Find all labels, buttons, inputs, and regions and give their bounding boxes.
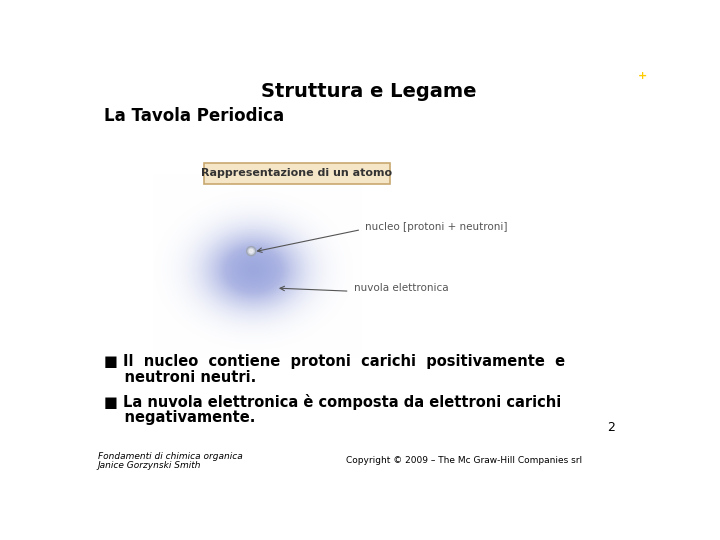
- Circle shape: [248, 248, 254, 254]
- Text: Fondamenti di chimica organica: Fondamenti di chimica organica: [98, 452, 243, 461]
- Text: La Tavola Periodica: La Tavola Periodica: [104, 107, 284, 125]
- Text: Struttura e Legame: Struttura e Legame: [261, 82, 477, 101]
- Text: neutroni neutri.: neutroni neutri.: [104, 370, 256, 384]
- FancyBboxPatch shape: [204, 163, 390, 184]
- Text: +: +: [637, 71, 647, 82]
- Text: nuvola elettronica: nuvola elettronica: [354, 283, 448, 293]
- Circle shape: [249, 249, 253, 253]
- Text: ■ La nuvola elettronica è composta da elettroni carichi: ■ La nuvola elettronica è composta da el…: [104, 394, 561, 410]
- Text: FONDAMENTI
DI CHIMICA
ORGANICA: FONDAMENTI DI CHIMICA ORGANICA: [653, 19, 690, 36]
- Text: Copyright © 2009 – The Mc Graw-Hill Companies srl: Copyright © 2009 – The Mc Graw-Hill Comp…: [346, 456, 582, 465]
- Text: ■ Il  nucleo  contiene  protoni  carichi  positivamente  e: ■ Il nucleo contiene protoni carichi pos…: [104, 354, 565, 369]
- Text: 2: 2: [607, 421, 615, 434]
- Circle shape: [246, 247, 256, 256]
- Text: Janice Gorzynski Smith: Janice Gorzynski Smith: [98, 461, 202, 470]
- Text: MC
GRAW
HILL: MC GRAW HILL: [665, 505, 690, 525]
- Text: nucleo [protoni + neutroni]: nucleo [protoni + neutroni]: [365, 221, 508, 232]
- Text: negativamente.: negativamente.: [104, 410, 256, 425]
- Text: Rappresentazione di un atomo: Rappresentazione di un atomo: [202, 168, 392, 178]
